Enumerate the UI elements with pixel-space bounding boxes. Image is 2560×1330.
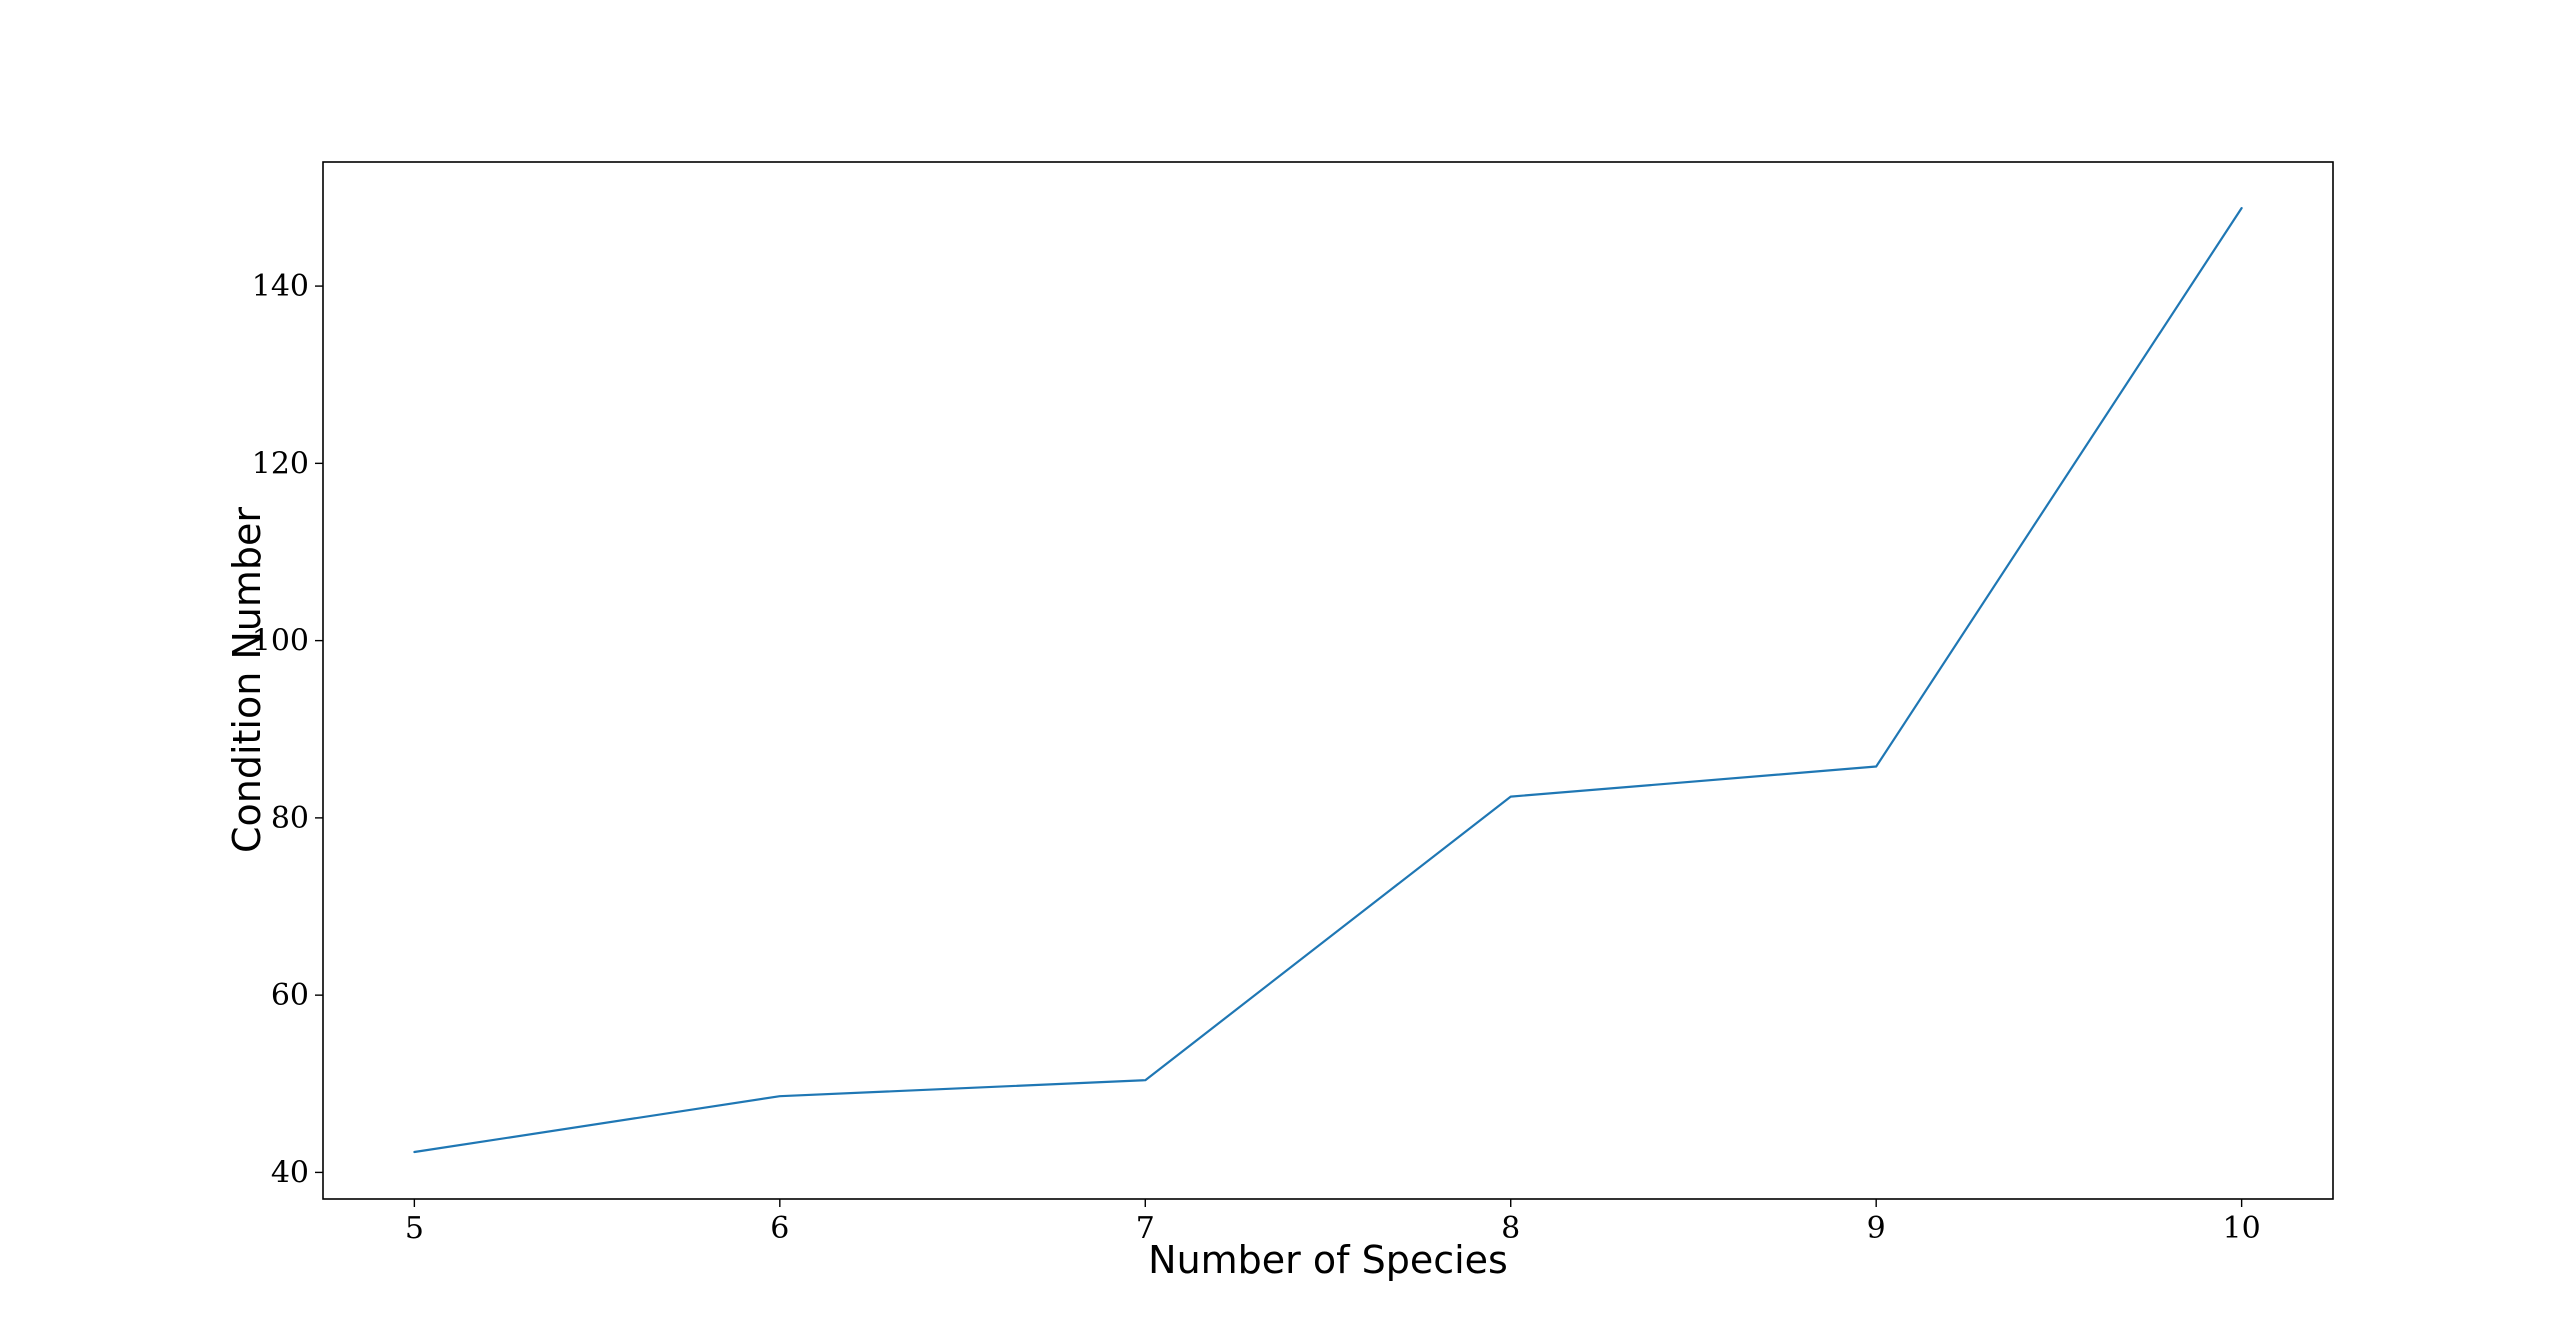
y-tick-label: 40 — [271, 1155, 309, 1190]
x-axis-title: Number of Species — [1148, 1238, 1508, 1282]
x-tick-label: 5 — [405, 1211, 424, 1246]
y-tick-label: 60 — [271, 978, 309, 1013]
plot-area — [413, 207, 2243, 1154]
x-tick-label: 7 — [1136, 1211, 1155, 1246]
series-line-0 — [413, 207, 2243, 1154]
y-tick-label: 120 — [252, 446, 309, 481]
y-tick-label: 100 — [252, 624, 309, 659]
y-tick-label: 140 — [252, 269, 309, 304]
x-tick-label: 9 — [1867, 1211, 1886, 1246]
x-tick-label: 6 — [770, 1211, 789, 1246]
y-tick-label: 80 — [271, 801, 309, 836]
x-tick-label: 10 — [2223, 1211, 2261, 1246]
x-tick-label: 8 — [1501, 1211, 1520, 1246]
axes-frame — [322, 161, 2334, 1200]
x-axis: 5 6 7 8 9 10 — [405, 1199, 2261, 1246]
y-axis: 40 60 80 100 120 140 — [252, 269, 323, 1190]
y-axis-title: Condition Number — [225, 507, 269, 853]
